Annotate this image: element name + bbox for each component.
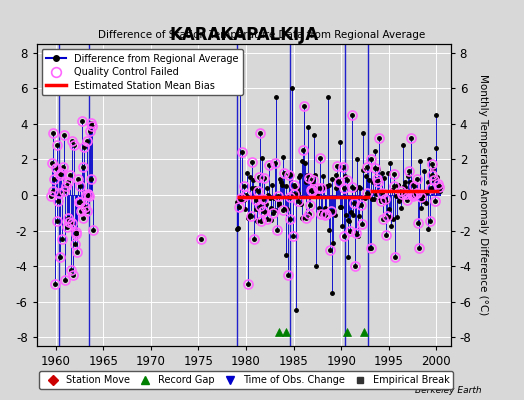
Text: Difference of Station Temperature Data from Regional Average: Difference of Station Temperature Data f…	[99, 30, 425, 40]
Legend: Station Move, Record Gap, Time of Obs. Change, Empirical Break: Station Move, Record Gap, Time of Obs. C…	[39, 371, 453, 389]
Legend: Difference from Regional Average, Quality Control Failed, Estimated Station Mean: Difference from Regional Average, Qualit…	[41, 49, 243, 95]
Y-axis label: Monthly Temperature Anomaly Difference (°C): Monthly Temperature Anomaly Difference (…	[478, 74, 488, 316]
Title: KARAKAPALKIJA: KARAKAPALKIJA	[169, 26, 318, 44]
Text: Berkeley Earth: Berkeley Earth	[416, 386, 482, 395]
